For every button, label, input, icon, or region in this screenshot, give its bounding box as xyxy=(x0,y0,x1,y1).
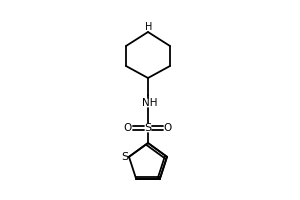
Text: H: H xyxy=(145,22,153,32)
Text: O: O xyxy=(164,123,172,133)
Text: S: S xyxy=(144,123,152,133)
Text: S: S xyxy=(122,152,128,162)
Text: NH: NH xyxy=(142,98,158,108)
Text: O: O xyxy=(124,123,132,133)
